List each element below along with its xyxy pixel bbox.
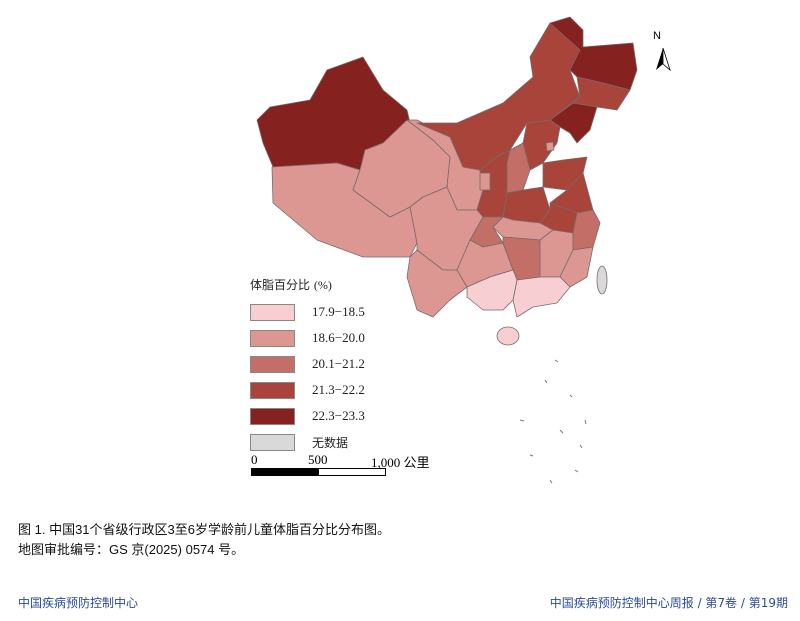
region-guangdong	[512, 276, 571, 318]
legend-item: 22.3−23.3	[250, 403, 365, 429]
north-arrow-icon	[656, 47, 671, 72]
legend-title: 体脂百分比 (%)	[250, 276, 365, 293]
scale-label: 0	[251, 452, 258, 467]
legend-label: 18.6−20.0	[312, 330, 365, 345]
legend-swatch	[250, 355, 295, 373]
region-sichuan	[409, 186, 484, 271]
scale-label: 1,000 公里	[371, 455, 430, 470]
legend-swatch	[250, 381, 295, 399]
region-fujian	[559, 246, 594, 288]
region-inner-mongolia	[416, 22, 581, 171]
region-yunnan	[406, 249, 468, 318]
footer-publisher: 中国疾病预防控制中心	[18, 596, 139, 610]
region-beijing	[545, 141, 555, 152]
map-approval-number: 地图审批编号：GS 京(2025) 0574 号。	[18, 542, 245, 557]
legend-item: 21.3−22.2	[250, 377, 365, 403]
legend-item: 无数据	[250, 429, 365, 455]
region-guangxi	[466, 269, 518, 311]
legend-label: 无数据	[312, 435, 349, 450]
region-henan	[502, 186, 551, 224]
scale-label: 500	[308, 452, 328, 467]
legend-swatch	[250, 303, 295, 321]
caption-title: 图 1. 中国31个省级行政区3至6岁学龄前儿童体脂百分比分布图。	[18, 522, 390, 537]
region-zhejiang	[572, 209, 601, 251]
legend-swatch	[250, 329, 295, 347]
region-taiwan	[596, 265, 608, 295]
scale-bar	[251, 468, 386, 476]
legend-label: 21.3−22.2	[312, 382, 365, 397]
figure-caption: 图 1. 中国31个省级行政区3至6岁学龄前儿童体脂百分比分布图。 地图审批编号…	[18, 520, 390, 560]
region-ningxia	[479, 172, 491, 191]
region-jilin	[572, 76, 631, 111]
legend-item: 18.6−20.0	[250, 325, 365, 351]
north-label: N	[653, 30, 661, 42]
legend-item: 20.1−21.2	[250, 351, 365, 377]
legend-unit: (%)	[313, 278, 332, 292]
legend-label: 22.3−23.3	[312, 408, 365, 423]
legend-title-text: 体脂百分比	[250, 278, 311, 292]
legend-swatch	[250, 407, 295, 425]
region-hainan	[496, 326, 520, 346]
south-china-sea-islands	[519, 359, 587, 484]
legend-swatch	[250, 433, 295, 451]
legend-label: 20.1−21.2	[312, 356, 365, 371]
legend-item: 17.9−18.5	[250, 299, 365, 325]
map-legend: 体脂百分比 (%) 17.9−18.5 18.6−20.0 20.1−21.2 …	[250, 276, 365, 455]
footer-journal-info: 中国疾病预防控制中心周报 / 第7卷 / 第19期	[549, 596, 788, 610]
region-heilongjiang	[549, 16, 638, 91]
legend-label: 17.9−18.5	[312, 304, 365, 319]
scale-labels: 0 500 1,000 公里	[249, 452, 439, 470]
